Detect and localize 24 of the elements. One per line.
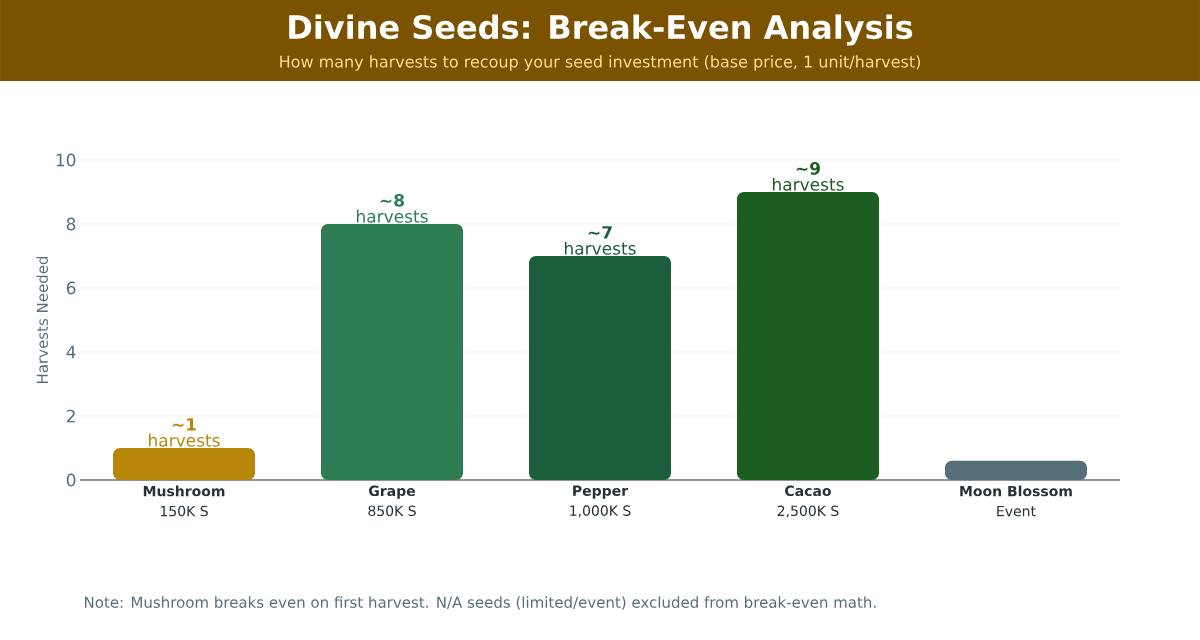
y-tick-label: 10 — [56, 153, 76, 167]
x-tick-label: Mushroom 150K S — [143, 485, 225, 517]
data-label: ~8 harvests — [356, 193, 428, 223]
bar — [528, 255, 671, 480]
y-tick-label: 6 — [66, 281, 76, 295]
y-tick-label: 2 — [66, 409, 75, 423]
x-tick-label: Moon Blossom Event — [960, 485, 1072, 517]
data-label: ~7 harvests — [564, 226, 636, 255]
text: Note: Mushroom breaks even on first harvest. N/A seeds (limited/event) excluded from break-even math. — [85, 596, 876, 610]
bar — [736, 191, 879, 480]
x-tick-label: Grape 850K S — [368, 485, 416, 517]
data-label: ~1 harvests — [149, 418, 220, 447]
x-tick-label: Pepper 1,000K S — [570, 485, 631, 518]
chart-title: Divine Seeds: Break-Even Analysis — [289, 14, 913, 46]
y-tick-label: 4 — [66, 345, 76, 359]
y-axis-title: Harvests Needed — [36, 256, 48, 383]
bar — [113, 447, 256, 480]
chart-subtitle: How many harvests to recoup your seed investment (base price, 1 unit/harvest) — [280, 55, 920, 71]
y-tick-label: 8 — [66, 217, 76, 231]
y-tick-label: 0 — [66, 473, 76, 487]
bar — [944, 460, 1087, 480]
bar — [321, 223, 463, 480]
data-label: ~9 harvests — [772, 161, 844, 191]
x-tick-label: Cacao 2,500K S — [777, 485, 839, 518]
